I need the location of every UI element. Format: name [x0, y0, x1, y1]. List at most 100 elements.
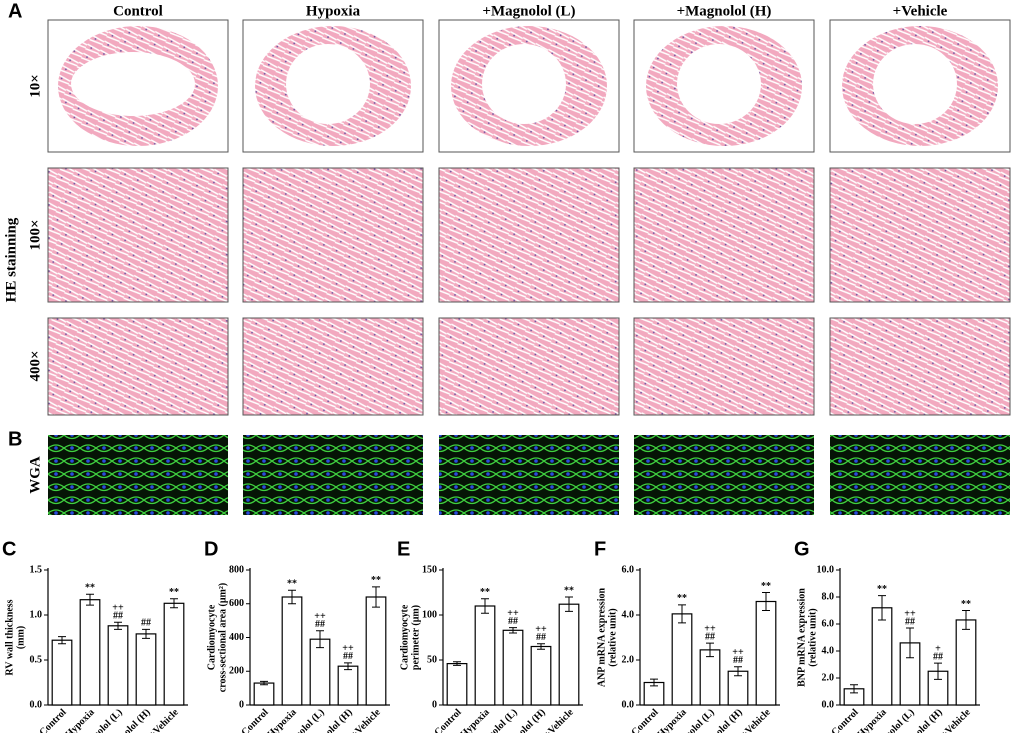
bar [163, 602, 185, 706]
significance-mark: ++ [112, 602, 124, 613]
he-image-400x [242, 317, 424, 416]
significance-mark: ** [761, 581, 771, 592]
y-tick-label: 8.0 [822, 591, 835, 602]
he-image-100x [438, 167, 620, 303]
error-bar [734, 666, 742, 677]
panel-label: G [794, 538, 810, 560]
error-bar [86, 593, 94, 606]
y-tick-label: 600 [229, 598, 244, 609]
column-header: Hypoxia [306, 3, 361, 19]
x-tick-label: Hypoxia [458, 707, 491, 733]
error-bar [934, 662, 942, 680]
x-tick-label: +Vehicle [939, 707, 973, 733]
significance-mark: ## [141, 618, 151, 629]
y-axis-label: ANP mRNA expression [596, 587, 607, 687]
error-bar [142, 628, 150, 639]
significance-mark: ## [315, 619, 325, 630]
wga-image [830, 435, 1010, 515]
panel-label: B [8, 428, 22, 450]
significance-mark: ** [480, 587, 490, 598]
significance-mark: ++ [904, 608, 916, 619]
significance-mark: ** [371, 575, 381, 586]
he-image-100x [242, 167, 424, 303]
heart-cavity [873, 44, 957, 124]
y-axis-label: (mm) [15, 626, 26, 649]
y-axis-label: Cardiomyocyte [206, 604, 217, 670]
x-tick-label: +Vehicle [542, 707, 576, 733]
y-tick-label: 6.0 [822, 618, 835, 629]
significance-mark: ++ [342, 643, 354, 654]
he-image-400x [633, 317, 815, 416]
bar [79, 599, 101, 706]
significance-mark: ++ [507, 608, 519, 619]
bar [253, 682, 275, 706]
error-bar [170, 598, 178, 609]
x-tick-label: Hypoxia [655, 707, 688, 733]
bar [955, 619, 977, 706]
bar [309, 638, 331, 706]
bar [337, 665, 359, 706]
error-bar [650, 678, 658, 687]
bar [446, 662, 468, 706]
significance-mark: ++ [314, 611, 326, 622]
error-bar [537, 643, 545, 650]
panel-label: C [2, 538, 16, 560]
error-bar [678, 604, 686, 624]
significance-mark: ## [113, 610, 123, 621]
panel-label: D [204, 538, 218, 560]
x-tick-label: Control [240, 707, 271, 733]
y-axis-label: RV wall thickness [4, 599, 15, 675]
wga-image [439, 435, 619, 515]
wga-image [634, 435, 814, 515]
he-image-100x [829, 167, 1011, 303]
significance-mark: ** [677, 593, 687, 604]
significance-mark: ** [85, 583, 95, 594]
error-bar [906, 627, 914, 659]
bar [871, 607, 893, 706]
bar [671, 613, 693, 706]
y-tick-label: 6.0 [622, 564, 635, 575]
x-tick-label: Control [433, 707, 464, 733]
he-image-100x [633, 167, 815, 303]
bar [107, 625, 129, 706]
bar [558, 603, 580, 706]
bar [502, 629, 524, 706]
y-tick-label: 200 [229, 666, 244, 677]
bar [365, 596, 387, 706]
error-bar [344, 662, 352, 671]
y-tick-label: 100 [422, 609, 437, 620]
significance-mark: ++ [732, 647, 744, 658]
panel-label: E [397, 538, 410, 560]
magnification: 100× [27, 219, 43, 250]
significance-mark: ** [961, 599, 971, 610]
y-tick-label: 0.0 [822, 699, 835, 710]
y-axis-label: Cardiomyocyte [399, 604, 410, 670]
x-tick-label: +Vehicle [739, 707, 773, 733]
error-bar [260, 680, 268, 686]
x-tick-label: Control [830, 707, 861, 733]
column-header: +Vehicle [893, 3, 948, 19]
magnification: 400× [27, 350, 43, 381]
significance-mark: ## [905, 616, 915, 627]
significance-mark: ## [343, 651, 353, 662]
he-image-400x [47, 317, 229, 416]
y-tick-label: 1.5 [30, 564, 43, 575]
error-bar [58, 636, 66, 645]
significance-mark: ## [536, 632, 546, 643]
error-bar [316, 630, 324, 649]
error-bar [453, 661, 461, 666]
bar [755, 600, 777, 706]
he-image-400x [438, 317, 620, 416]
column-header: +Magnolol (L) [482, 3, 575, 19]
he-image-400x [829, 317, 1011, 416]
significance-mark: ** [564, 585, 574, 596]
wga-image [243, 435, 423, 515]
x-tick-label: +Vehicle [349, 707, 383, 733]
panel-label: A [8, 0, 22, 22]
heart-cavity [71, 52, 195, 116]
error-bar [288, 589, 296, 605]
y-axis-label: perimeter (μm) [410, 605, 421, 670]
significance-mark: ** [169, 587, 179, 598]
y-tick-label: 800 [229, 564, 244, 575]
significance-mark: ## [933, 651, 943, 662]
